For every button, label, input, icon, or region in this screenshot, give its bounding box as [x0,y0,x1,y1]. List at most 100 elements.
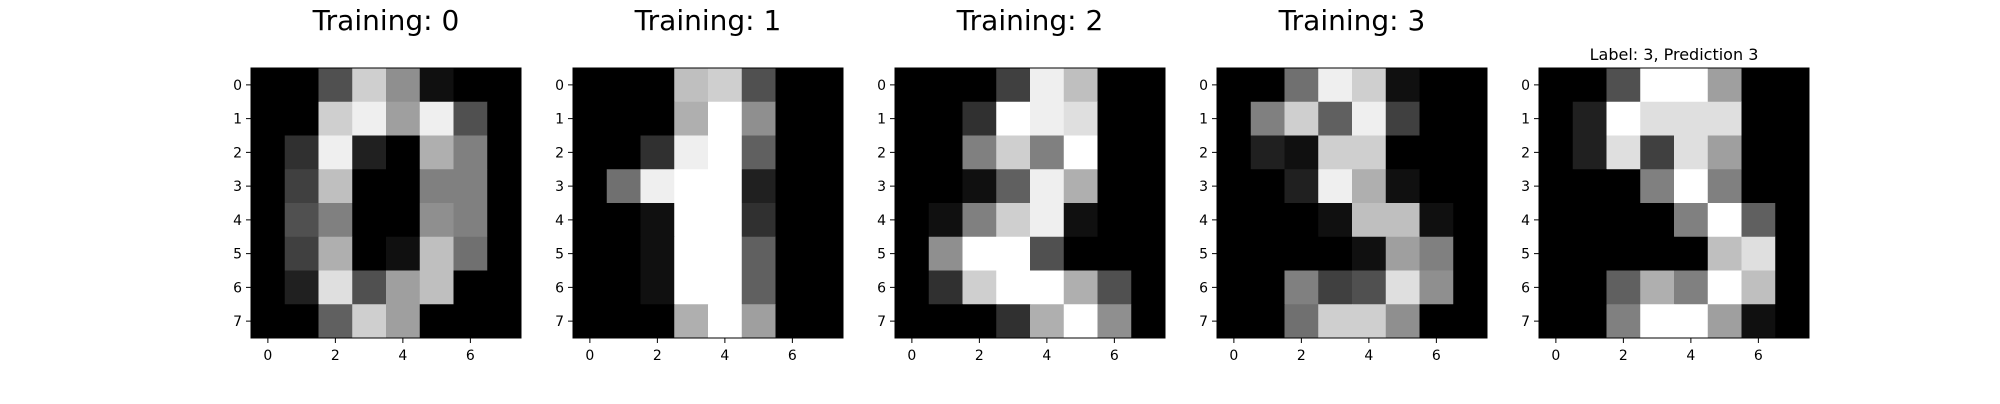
pixel-cell [352,304,387,339]
pixel-cell [1539,304,1574,339]
pixel-cell [487,169,522,204]
pixel-cell [895,101,930,136]
pixel-cell [674,203,709,238]
y-tick-label: 4 [877,213,886,229]
pixel-cell [1063,135,1098,170]
pixel-cell [1097,270,1132,305]
x-tick-label: 2 [653,348,662,364]
pixel-cell [284,236,319,271]
pixel-cell [1741,304,1776,339]
pixel-cell [1640,304,1675,339]
pixel-cell [573,236,608,271]
pixel-cell [1539,169,1574,204]
pixel-cell [775,304,810,339]
pixel-cell [1640,203,1675,238]
pixel-cell [1131,169,1166,204]
pixel-cell [1030,68,1065,103]
pixel-cell [1606,169,1641,204]
pixel-cell [318,270,353,305]
pixel-cell [928,236,963,271]
pixel-cell [1572,68,1607,103]
pixel-cell [352,135,387,170]
axes-frame [572,67,844,339]
pixel-cell [573,169,608,204]
pixel-cell [573,68,608,103]
y-tick-label: 1 [1521,112,1530,128]
pixel-cell [1131,203,1166,238]
x-tick-label: 2 [975,348,984,364]
pixel-cell [1606,135,1641,170]
y-tick-label: 1 [1199,112,1208,128]
pixel-cell [453,304,488,339]
pixel-cell [419,304,454,339]
pixel-cell [1640,236,1675,271]
pixel-cell [1606,203,1641,238]
pixel-cell [1131,236,1166,271]
pixel-cell [386,169,421,204]
pixel-cell [1419,68,1454,103]
pixel-cell [1606,68,1641,103]
pixel-cell [1352,304,1387,339]
pixel-cell [809,304,844,339]
pixel-cell [809,236,844,271]
x-tick-label: 4 [398,348,407,364]
pixel-cell [352,101,387,136]
pixel-cell [674,68,709,103]
axes-frame [894,67,1166,339]
pixel-cell [640,304,675,339]
pixel-cell [453,68,488,103]
pixel-cell [1707,203,1742,238]
pixel-cell [284,169,319,204]
pixel-cell [487,68,522,103]
pixel-cell [809,169,844,204]
pixel-cell [1385,169,1420,204]
pixel-cell [453,169,488,204]
pixel-cell [1674,101,1709,136]
pixel-cell [1539,203,1574,238]
pixel-cell [1063,101,1098,136]
pixel-cell [996,101,1031,136]
pixel-cell [928,304,963,339]
pixel-cell [573,304,608,339]
pixel-cell [318,135,353,170]
pixel-cell [1385,68,1420,103]
pixel-cell [386,101,421,136]
axes-frame [1216,67,1488,339]
pixel-cell [1030,169,1065,204]
y-tick-label: 5 [233,247,242,263]
pixel-cell [352,203,387,238]
pixel-cell [1250,270,1285,305]
pixel-cell [1030,236,1065,271]
pixel-cell [1674,203,1709,238]
pixel-cell [1419,236,1454,271]
pixel-cell [1453,304,1488,339]
pixel-cell [962,203,997,238]
pixel-cell [1606,236,1641,271]
pixel-cell [640,68,675,103]
pixel-cell [1097,169,1132,204]
pixel-cell [1097,236,1132,271]
y-tick-label: 2 [555,145,564,161]
pixel-cell [1741,101,1776,136]
pixel-cell [251,135,286,170]
y-tick-label: 7 [877,314,886,330]
pixel-cell [708,68,743,103]
pixel-cell [386,236,421,271]
x-tick-label: 6 [1110,348,1119,364]
pixel-cell [1030,270,1065,305]
pixel-cell [1284,236,1319,271]
pixel-cell [1284,101,1319,136]
pixel-cell [453,236,488,271]
pixel-cell [1707,270,1742,305]
x-tick-label: 2 [1297,348,1306,364]
y-tick-label: 1 [555,112,564,128]
pixel-cell [640,169,675,204]
pixel-cell [895,203,930,238]
pixel-cell [809,203,844,238]
pixel-cell [487,101,522,136]
pixel-cell [895,169,930,204]
digit-panel-2: Training: 2 0 1 2 3 4 5 6 7 0 2 4 6 [877,4,1166,364]
pixel-cell [1250,135,1285,170]
x-tick-label: 4 [1042,348,1051,364]
